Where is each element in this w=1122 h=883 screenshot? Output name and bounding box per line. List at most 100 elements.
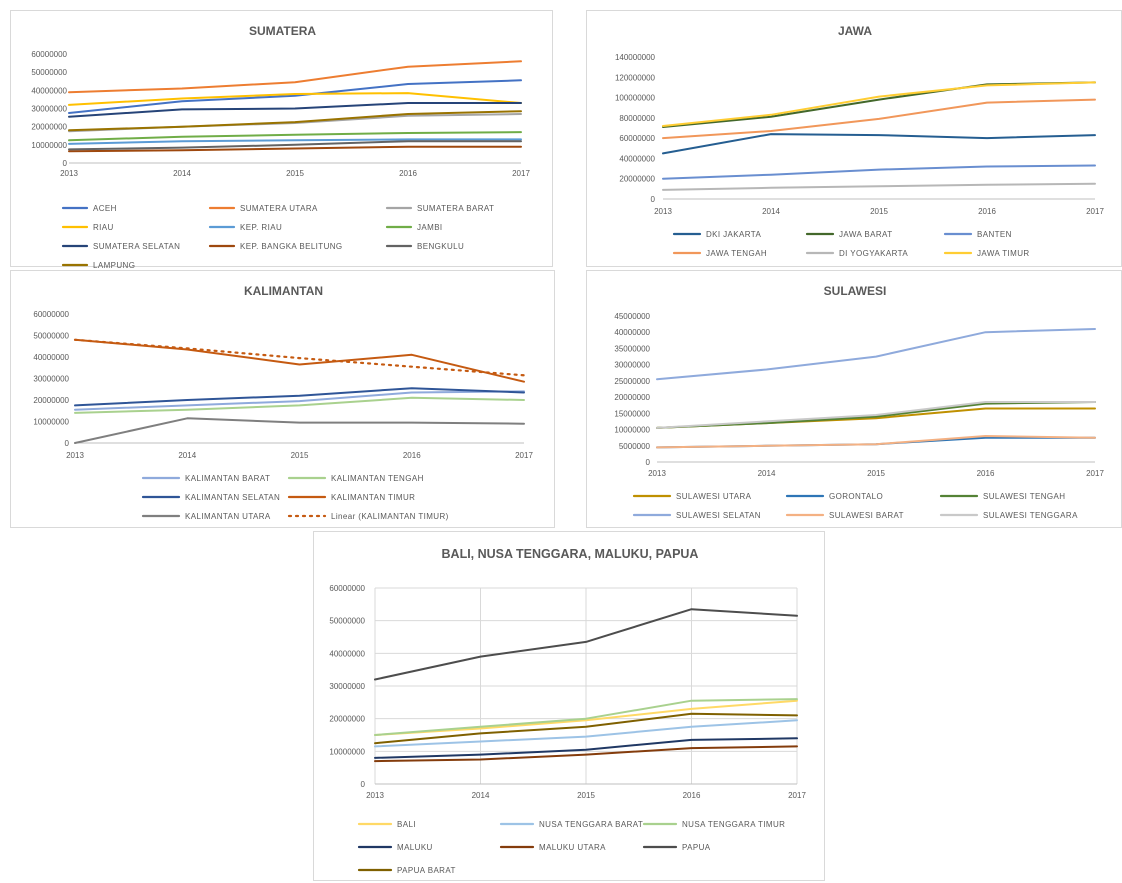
series-line-banten <box>662 164 1096 180</box>
y-tick-label: 0 <box>361 780 366 789</box>
legend-item-sumatera-utara: SUMATERA UTARA <box>208 204 318 213</box>
legend-item-dki-jakarta: DKI JAKARTA <box>672 230 761 239</box>
x-tick-label: 2017 <box>1086 469 1104 478</box>
x-tick-label: 2013 <box>654 207 672 216</box>
x-tick-label: 2015 <box>867 469 885 478</box>
legend-label: KALIMANTAN UTARA <box>185 512 271 521</box>
series-line-kep-bangka-belitung <box>68 145 522 153</box>
series-line-kalimantan-selatan <box>74 387 525 407</box>
legend-item-aceh: ACEH <box>61 204 116 213</box>
series-line-jambi <box>68 131 522 142</box>
y-tick-label: 5000000 <box>619 442 651 451</box>
series-line-dki-jakarta <box>662 133 1096 155</box>
series-line-sumatera-utara <box>68 60 522 94</box>
y-tick-label: 10000000 <box>31 141 67 150</box>
series-line-papua-barat <box>374 712 798 745</box>
legend-item-lampung: LAMPUNG <box>61 261 135 268</box>
chart-sulawesi: SULAWESI 0 5000000 10000000 15000000 20000000… <box>614 284 1104 520</box>
x-tick-label: 2016 <box>683 791 701 800</box>
legend-label: BALI <box>397 820 416 829</box>
y-tick-label: 20000000 <box>614 393 650 402</box>
series-line-aceh <box>68 79 522 114</box>
legend-item-papua-barat: PAPUA BARAT <box>357 866 455 875</box>
y-tick-label: 40000000 <box>614 328 650 337</box>
legend-item-papua: PAPUA <box>642 843 711 852</box>
chart-panel-kalimantan: KALIMANTAN 0 10000000 20000000 30000000 40000… <box>10 270 555 528</box>
legend-label: KEP. RIAU <box>240 223 282 232</box>
x-tick-label: 2013 <box>66 451 84 460</box>
y-tick-label: 20000000 <box>31 123 67 132</box>
legend-label: KALIMANTAN TIMUR <box>331 493 415 502</box>
series-line-bengkulu <box>68 140 522 151</box>
x-tick-label: 2016 <box>399 169 417 178</box>
legend-item-sulawesi-utara: SULAWESI UTARA <box>632 492 751 501</box>
y-tick-label: 50000000 <box>329 617 365 626</box>
legend-label: NUSA TENGGARA BARAT <box>539 820 643 829</box>
series-line-di-yogyakarta <box>662 182 1096 191</box>
y-tick-label: 20000000 <box>329 715 365 724</box>
series-line-nusa-tenggara-timur <box>374 698 798 736</box>
legend-item-kalimantan-selatan: KALIMANTAN SELATAN <box>141 493 280 502</box>
series-line-maluku <box>374 737 798 759</box>
x-tick-label: 2016 <box>977 469 995 478</box>
legend-label: JAWA TENGAH <box>706 249 767 258</box>
series-line-maluku-utara <box>374 745 798 763</box>
y-tick-label: 30000000 <box>33 375 69 384</box>
legend-label: PAPUA <box>682 843 711 852</box>
x-tick-label: 2015 <box>577 791 595 800</box>
legend-label: NUSA TENGGARA TIMUR <box>682 820 785 829</box>
chart-bali-nusa-tenggara-maluku-papua: BALI, NUSA TENGGARA, MALUKU, PAPUA 0 10000… <box>329 547 806 875</box>
legend-label: JAWA BARAT <box>839 230 893 239</box>
series-line-lampung <box>68 110 522 132</box>
legend-label: BANTEN <box>977 230 1012 239</box>
legend-label: JAWA TIMUR <box>977 249 1030 258</box>
series-line-bali <box>374 699 798 736</box>
legend-label: BENGKULU <box>417 242 464 251</box>
series-line-kalimantan-utara <box>74 417 525 444</box>
chart-panel-sulawesi: SULAWESI 0 5000000 10000000 15000000 20000000… <box>586 270 1122 528</box>
legend-item-kalimantan-barat: KALIMANTAN BARAT <box>141 474 270 483</box>
y-tick-label: 10000000 <box>614 426 650 435</box>
chart-panel-bali-nusa-tenggara-maluku-papua: BALI, NUSA TENGGARA, MALUKU, PAPUA 0 10000… <box>313 531 825 881</box>
x-tick-label: 2017 <box>515 451 533 460</box>
legend-item-kep-riau: KEP. RIAU <box>208 223 282 232</box>
series-line-jawa-timur <box>662 81 1096 127</box>
legend-item-sumatera-selatan: SUMATERA SELATAN <box>61 242 180 251</box>
chart-sumatera: SUMATERA 0 10000000 20000000 30000000 4000000… <box>31 24 530 268</box>
legend-label: SUMATERA SELATAN <box>93 242 180 251</box>
legend-item-nusa-tenggara-barat: NUSA TENGGARA BARAT <box>499 820 643 829</box>
series-line-jawa-tengah <box>662 98 1096 140</box>
y-tick-label: 40000000 <box>31 86 67 95</box>
legend-item-bengkulu: BENGKULU <box>385 242 464 251</box>
y-tick-label: 25000000 <box>614 377 650 386</box>
x-tick-label: 2014 <box>758 469 776 478</box>
legend-label: GORONTALO <box>829 492 883 501</box>
x-tick-label: 2017 <box>512 169 530 178</box>
series-line-kalimantan-barat <box>74 390 525 411</box>
series-line-riau <box>68 92 522 106</box>
legend-label: SULAWESI SELATAN <box>676 511 761 520</box>
series-line-kep-riau <box>68 138 522 145</box>
legend-item-banten: BANTEN <box>943 230 1012 239</box>
chart-title: BALI, NUSA TENGGARA, MALUKU, PAPUA <box>442 547 699 561</box>
y-tick-label: 45000000 <box>614 312 650 321</box>
y-tick-label: 35000000 <box>614 344 650 353</box>
y-tick-label: 60000000 <box>619 134 655 143</box>
legend-label: KALIMANTAN BARAT <box>185 474 270 483</box>
legend-item-kalimantan-utara: KALIMANTAN UTARA <box>141 512 271 521</box>
series-line-kalimantan-timur <box>74 338 525 383</box>
series-line-linear-kalimantan-timur <box>73 338 526 377</box>
x-tick-label: 2013 <box>60 169 78 178</box>
legend-label: SULAWESI BARAT <box>829 511 904 520</box>
legend-item-sumatera-barat: SUMATERA BARAT <box>385 204 494 213</box>
x-tick-label: 2015 <box>291 451 309 460</box>
legend-label: SULAWESI TENGAH <box>983 492 1065 501</box>
y-tick-label: 40000000 <box>329 649 365 658</box>
legend-item-riau: RIAU <box>61 223 113 232</box>
y-tick-label: 20000000 <box>619 175 655 184</box>
y-tick-label: 0 <box>63 159 68 168</box>
legend-item-jawa-timur: JAWA TIMUR <box>943 249 1030 258</box>
y-tick-label: 40000000 <box>33 353 69 362</box>
series-line-jawa-barat <box>662 81 1096 128</box>
legend-item-kep-bangka-belitung: KEP. BANGKA BELITUNG <box>208 242 342 251</box>
